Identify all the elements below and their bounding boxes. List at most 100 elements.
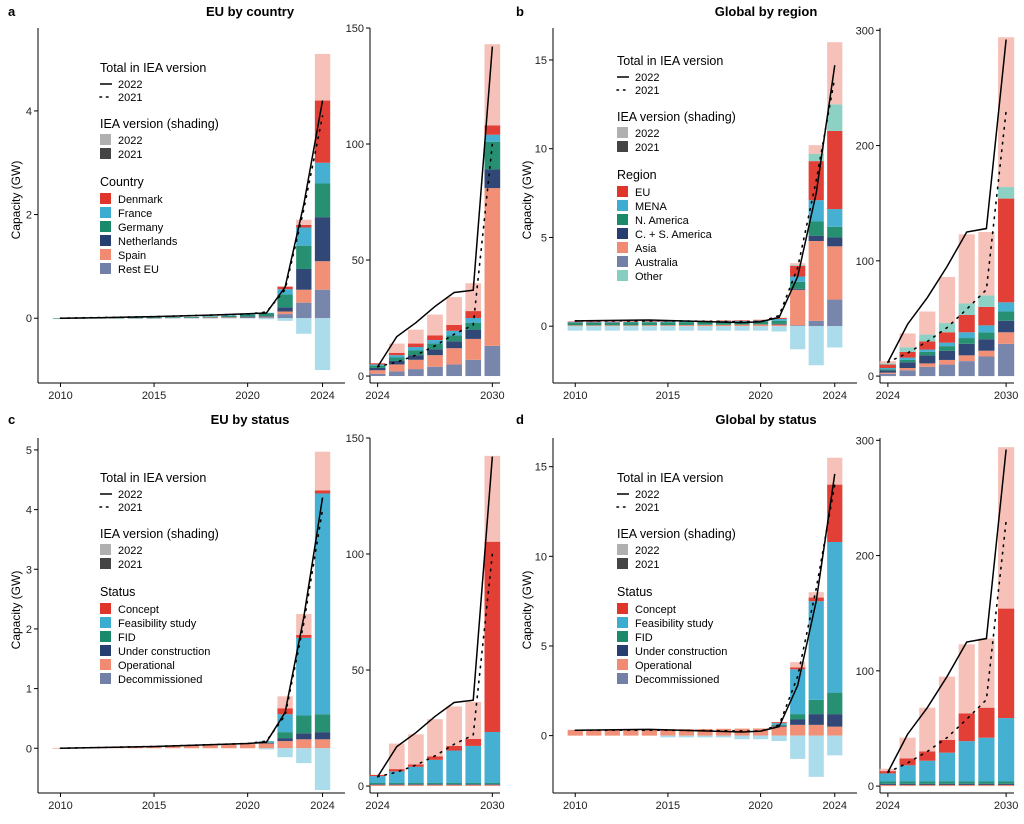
bar-segment <box>771 722 787 724</box>
x-tick-label: 2020 <box>235 800 259 812</box>
bar-segment <box>465 338 482 360</box>
bar-segment <box>827 726 843 736</box>
bar-segment <box>978 306 995 326</box>
bar-segment <box>165 317 181 318</box>
bar-segment <box>369 776 386 784</box>
bar-segment <box>978 781 995 784</box>
bar-segment <box>388 769 405 772</box>
bar-segment <box>715 735 732 738</box>
bar-segment <box>790 714 806 720</box>
x-tick-label: 2010 <box>563 390 587 402</box>
bar-segment <box>465 783 482 785</box>
bar-segment <box>484 169 501 189</box>
bar-segment <box>388 343 405 353</box>
bar-segment <box>465 784 482 787</box>
panel-b-title: Global by region <box>715 4 818 19</box>
bar-segment <box>221 744 237 749</box>
legend-category-title: Status <box>617 585 652 599</box>
legend-category-item: MENA <box>635 201 667 213</box>
legend-category-swatch <box>617 659 628 670</box>
bar-segment <box>446 330 462 336</box>
bar-segment <box>899 370 916 377</box>
bar-segment <box>408 784 424 785</box>
bar-segment <box>604 325 620 327</box>
bar-segment <box>641 322 657 326</box>
legend-category-item: Germany <box>118 222 164 234</box>
bar-segment <box>978 295 995 307</box>
legend-shading-item: 2022 <box>118 135 142 147</box>
bar-segment <box>827 130 843 210</box>
bar-segment <box>623 729 639 736</box>
bar-segment <box>879 373 896 377</box>
bar-segment <box>938 350 956 360</box>
legend-category-swatch <box>100 193 111 204</box>
panel-b-left-plot: 0 5 10 15 2010 2015 2020 2024 <box>535 28 857 402</box>
total-2021-line <box>887 110 1007 364</box>
bar-segment <box>808 326 824 366</box>
bar-segment <box>484 134 501 142</box>
bar-segment <box>446 324 462 331</box>
bar-segment <box>239 314 256 317</box>
bar-segment <box>465 359 482 377</box>
y-tick-label: 150 <box>346 23 364 35</box>
bar-segment <box>641 326 657 331</box>
bar-segment <box>408 369 424 377</box>
bar-segment <box>958 355 975 362</box>
bar-segment <box>641 729 657 736</box>
panel-d-title: Global by status <box>715 412 816 427</box>
bar-segment <box>978 325 995 333</box>
y-tick-label: 0 <box>868 781 874 793</box>
bar-segment <box>958 361 975 377</box>
legend-shading-swatch <box>100 134 111 145</box>
bar-segment <box>427 340 443 344</box>
bar-segment <box>446 745 462 751</box>
bar-segment <box>314 261 331 290</box>
panel-c-right-plot: 0 50 100 150 2024 2030 <box>346 433 505 812</box>
legend-category-item: Rest EU <box>118 264 159 276</box>
bar-segment <box>446 750 462 784</box>
bar-segment <box>958 713 975 742</box>
legend-shading-item: 2022 <box>635 545 659 557</box>
legend-shading-item: 2022 <box>635 128 659 140</box>
bar-segment <box>938 676 956 740</box>
bar-segment <box>314 318 331 371</box>
legend-total-title: Total in IEA version <box>100 61 206 75</box>
bar-segment <box>790 667 806 670</box>
bar-segment <box>827 326 843 348</box>
bar-segment <box>958 784 975 787</box>
bar-segment <box>978 350 995 357</box>
bar-segment <box>183 316 200 318</box>
legend-total-item: 2022 <box>118 489 142 501</box>
bar-segment <box>879 783 896 785</box>
legend-category-swatch <box>100 221 111 232</box>
y-tick-label: 4 <box>26 106 32 118</box>
bar-segment <box>427 335 443 341</box>
legend-category-item: Feasibility study <box>635 618 714 630</box>
bar-segment <box>465 311 482 319</box>
bar-segment <box>958 315 975 333</box>
bar-segment <box>919 760 936 782</box>
legend-category-item: Decommissioned <box>118 674 202 686</box>
bar-segment <box>899 357 916 360</box>
bar-segment <box>827 42 843 105</box>
bar-segment <box>808 724 824 736</box>
bar-segment <box>919 366 936 377</box>
bar-segment <box>998 447 1015 609</box>
bar-segment <box>753 319 769 321</box>
bar-segment <box>296 227 312 246</box>
y-tick-label: 1 <box>26 684 32 696</box>
bar-segment <box>484 541 501 732</box>
bar-segment <box>258 742 275 744</box>
legend-category-item: Under construction <box>118 646 210 658</box>
bar-segment <box>314 732 331 740</box>
bar-segment <box>369 373 386 377</box>
legend-category-swatch <box>617 256 628 267</box>
bar-segment <box>919 784 936 787</box>
legend-total-item: 2021 <box>118 92 142 104</box>
bar-segment <box>919 349 936 352</box>
bar-segment <box>790 265 806 277</box>
panel-b-ylabel: Capacity (GW) <box>520 161 534 240</box>
total-2022-line <box>60 497 324 749</box>
legend-category-item: France <box>118 208 152 220</box>
y-tick-label: 0 <box>541 731 547 743</box>
